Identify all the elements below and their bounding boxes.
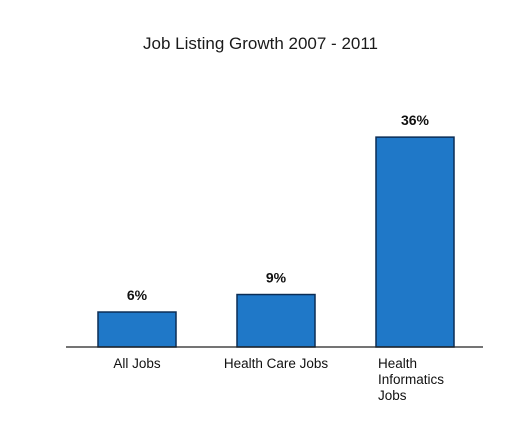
value-label-1: 9% (266, 270, 287, 286)
bar-1 (236, 293, 316, 348)
value-labels-group: 6% 9% 36% (127, 112, 430, 303)
bar-2 (375, 136, 455, 348)
chart-title: Job Listing Growth 2007 - 2011 (143, 34, 378, 53)
category-label-0: All Jobs (113, 356, 161, 371)
category-labels-group: All Jobs Health Care Jobs Health Informatic… (113, 356, 444, 403)
bars-group (97, 136, 455, 348)
category-label-2: Health Informatics Jobs (378, 356, 444, 403)
value-label-2: 36% (401, 112, 430, 128)
category-label-1: Health Care Jobs (224, 356, 329, 371)
bar-0 (97, 311, 177, 348)
category-label-line: Jobs (378, 388, 407, 403)
value-label-0: 6% (127, 287, 148, 303)
category-label-line: Informatics (378, 372, 444, 387)
category-label-line: Health (378, 356, 417, 371)
